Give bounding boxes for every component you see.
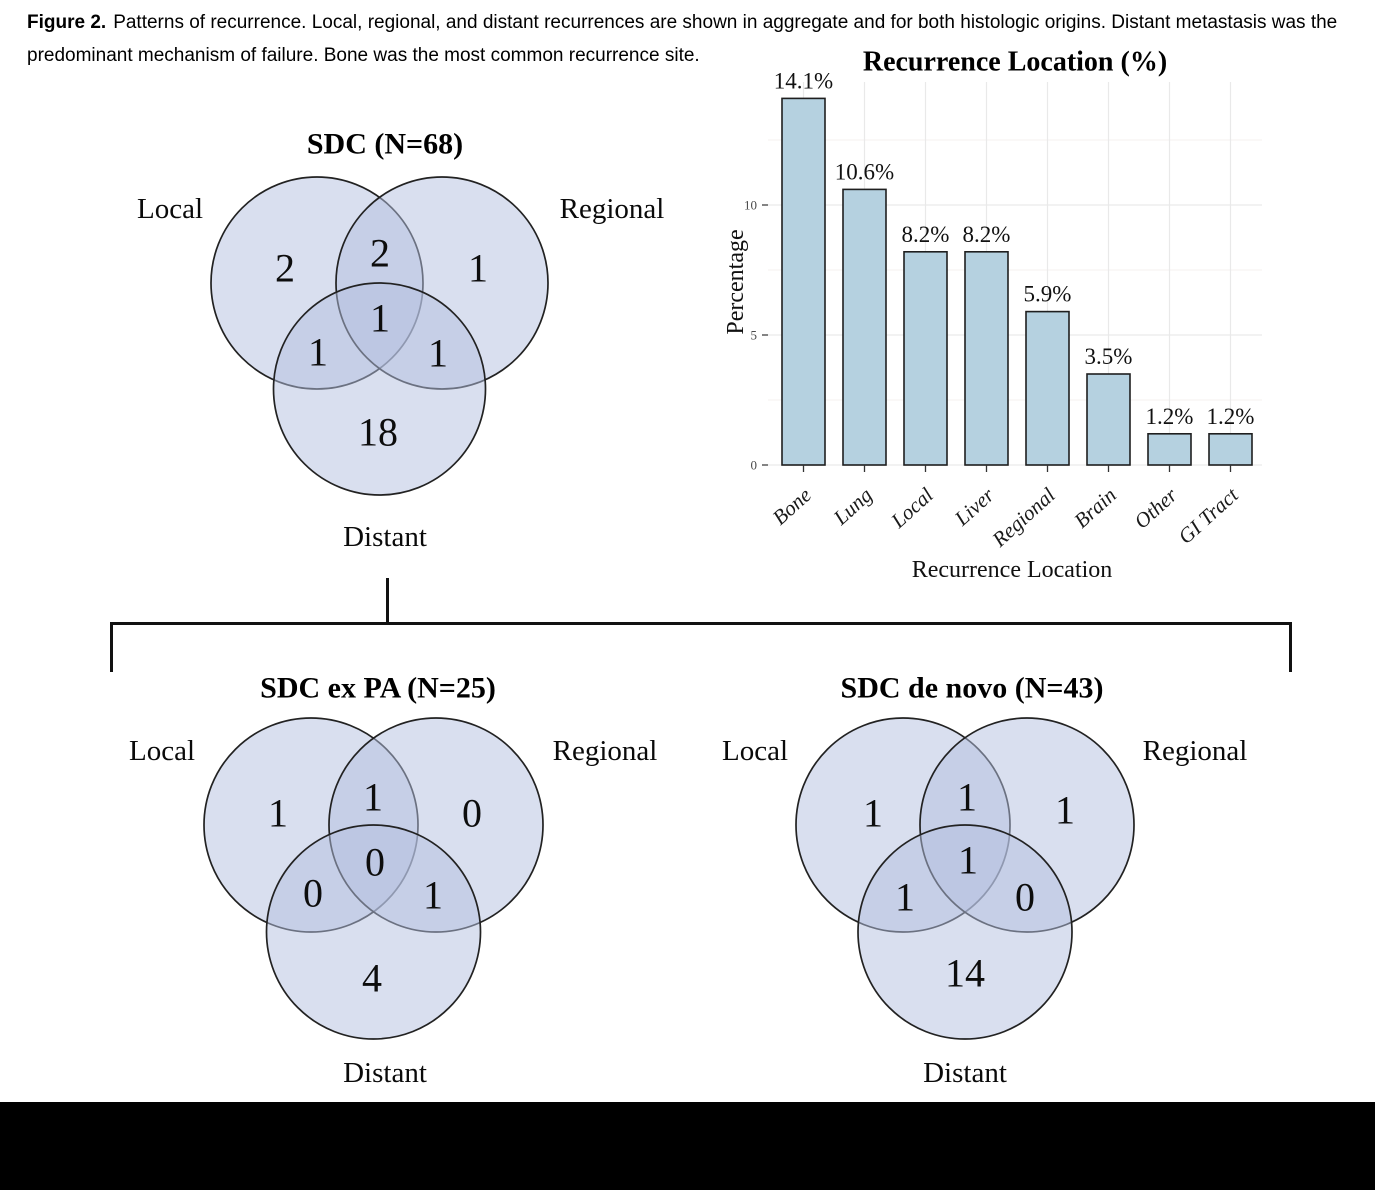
bar-gi-tract [1208, 432, 1253, 466]
venn-sdc-value-distant-only: 18 [358, 410, 398, 455]
y-tick-label: 10 [744, 198, 757, 213]
venn-denovo-value-local-only: 1 [863, 791, 883, 836]
venn-sdc-value-local-only: 2 [275, 246, 295, 291]
figure-caption-label: Figure 2. [27, 12, 107, 33]
connector-stem [386, 578, 389, 624]
venn-denovo-label-local: Local [722, 735, 788, 767]
venn-expa-value-regional-only: 0 [462, 791, 482, 836]
venn-sdc-label-distant: Distant [343, 521, 427, 553]
venn-denovo-value-local-regional: 1 [957, 775, 977, 820]
venn-expa-value-regional-distant: 1 [423, 873, 443, 918]
venn-denovo: SDC de novo (N=43) Local Regional Distan… [722, 672, 1248, 1090]
venn-denovo-circle-distant [857, 824, 1073, 1040]
venn-denovo-label-distant: Distant [923, 1057, 1007, 1089]
venn-expa: SDC ex PA (N=25) Local Regional Distant … [129, 672, 658, 1090]
bar-brain [1086, 373, 1131, 466]
venn-expa-value-center: 0 [365, 840, 385, 885]
bottom-black-bar [0, 1102, 1375, 1190]
bar-value-label: 1.2% [1146, 404, 1194, 429]
venn-denovo-value-regional-only: 1 [1055, 788, 1075, 833]
bar-value-label: 8.2% [963, 222, 1011, 247]
venn-expa-label-local: Local [129, 735, 195, 767]
venn-denovo-title: SDC de novo (N=43) [841, 672, 1104, 705]
bar-value-label: 14.1% [774, 68, 833, 93]
venn-denovo-value-regional-distant: 0 [1015, 875, 1035, 920]
venn-expa-value-local-distant: 0 [303, 871, 323, 916]
x-tick-label: Bone [768, 483, 816, 530]
bar-local [903, 251, 948, 466]
venn-sdc-value-regional-distant: 1 [428, 331, 448, 376]
bar-lung [842, 188, 887, 466]
venn-expa-label-regional: Regional [553, 735, 658, 767]
chart-title: Recurrence Location (%) [863, 47, 1167, 78]
connector-right-drop [1289, 622, 1292, 672]
bar-value-label: 5.9% [1024, 282, 1072, 307]
chart-x-axis-title: Recurrence Location [912, 557, 1113, 583]
x-tick-label: Brain [1069, 483, 1121, 533]
x-tick-label: Local [885, 483, 937, 534]
connector-horizontal [110, 622, 1292, 625]
x-tick-label: Other [1129, 482, 1182, 533]
bar-other [1147, 432, 1192, 466]
venn-sdc-value-regional-only: 1 [468, 246, 488, 291]
venn-denovo-label-regional: Regional [1143, 735, 1248, 767]
bar-value-label: 8.2% [902, 222, 950, 247]
figure-caption: Figure 2. Patterns of recurrence. Local, … [27, 6, 1357, 72]
venn-sdc-label-regional: Regional [560, 193, 665, 225]
venn-sdc: SDC (N=68) Local Regional Distant 2 2 1 … [137, 128, 665, 554]
bar-liver [964, 251, 1009, 466]
venn-expa-value-local-only: 1 [268, 791, 288, 836]
venn-sdc-value-center: 1 [370, 296, 390, 341]
bar-value-label: 1.2% [1207, 404, 1255, 429]
bar-regional [1025, 310, 1070, 466]
bar-chart-svg: 14.1% 10.6% 8.2% 8.2% 5.9% 3.5% 1.2% 1.2% Bone L… [723, 47, 1262, 583]
bar-bone [781, 97, 826, 466]
bar-value-label: 10.6% [835, 159, 894, 184]
figure-caption-text: Patterns of recurrence. Local, regional,… [27, 12, 1338, 66]
connector-left-drop [110, 622, 113, 672]
x-tick-label: GI Tract [1173, 482, 1243, 549]
venn-expa-value-local-regional: 1 [363, 775, 383, 820]
venn-expa-circle-distant [265, 824, 482, 1040]
venn-expa-value-distant-only: 4 [362, 956, 382, 1001]
x-tick-label: Lung [828, 483, 877, 530]
venn-sdc-value-local-distant: 1 [308, 330, 328, 375]
y-tick-label: 5 [751, 328, 758, 343]
bar-value-label: 3.5% [1085, 344, 1133, 369]
venn-expa-title: SDC ex PA (N=25) [260, 672, 496, 705]
chart-y-axis-title: Percentage [723, 229, 749, 334]
venn-sdc-value-local-regional: 2 [370, 231, 390, 276]
venn-expa-label-distant: Distant [343, 1057, 427, 1089]
x-tick-label: Liver [949, 482, 999, 531]
venn-denovo-value-center: 1 [958, 838, 978, 883]
venn-sdc-title: SDC (N=68) [307, 128, 463, 161]
venn-denovo-value-distant-only: 14 [945, 951, 985, 996]
venn-sdc-label-local: Local [137, 193, 203, 225]
venn-sdc-circle-distant [272, 282, 487, 496]
y-tick-label: 0 [751, 458, 758, 473]
venn-denovo-value-local-distant: 1 [895, 875, 915, 920]
x-tick-label: Regional [987, 483, 1060, 552]
bar-chart-bars: 14.1% 10.6% 8.2% 8.2% 5.9% 3.5% 1.2% 1.2% [774, 68, 1255, 466]
